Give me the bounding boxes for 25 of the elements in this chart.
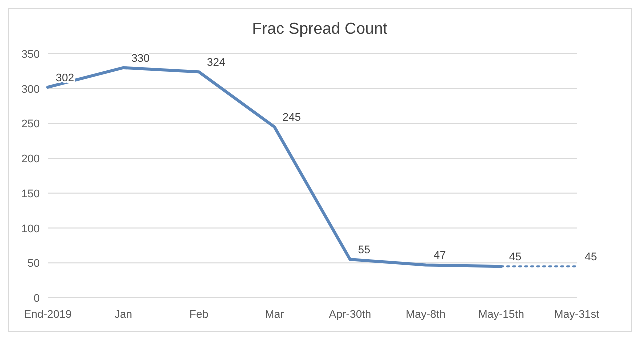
data-label: 55 — [358, 244, 371, 257]
data-label: 330 — [132, 52, 150, 65]
y-tick-label: 150 — [22, 188, 40, 200]
x-tick-label: End-2019 — [24, 309, 72, 321]
data-label: 302 — [56, 72, 74, 84]
x-tick-label: May-31st — [554, 309, 600, 321]
y-tick-label: 50 — [28, 258, 40, 270]
y-tick-label: 100 — [22, 223, 40, 236]
y-tick-label: 0 — [34, 293, 40, 305]
x-tick-label: Mar — [265, 309, 285, 321]
x-tick-label: Feb — [190, 309, 209, 321]
y-tick-label: 350 — [22, 49, 40, 61]
x-tick-label: May-8th — [406, 309, 446, 321]
data-label: 245 — [282, 112, 302, 124]
x-tick-label: Apr-30th — [329, 309, 372, 321]
x-tick-label: May-15th — [478, 309, 524, 321]
y-tick-label: 200 — [22, 154, 40, 166]
chart-title: Frac Spread Count — [252, 21, 388, 38]
y-tick-label: 250 — [22, 118, 40, 131]
data-label: 47 — [434, 250, 446, 262]
x-tick-label: Jan — [114, 309, 132, 321]
data-label: 45 — [585, 252, 598, 264]
data-label: 45 — [509, 252, 522, 264]
y-tick-label: 300 — [22, 84, 40, 96]
data-label: 324 — [207, 57, 226, 70]
